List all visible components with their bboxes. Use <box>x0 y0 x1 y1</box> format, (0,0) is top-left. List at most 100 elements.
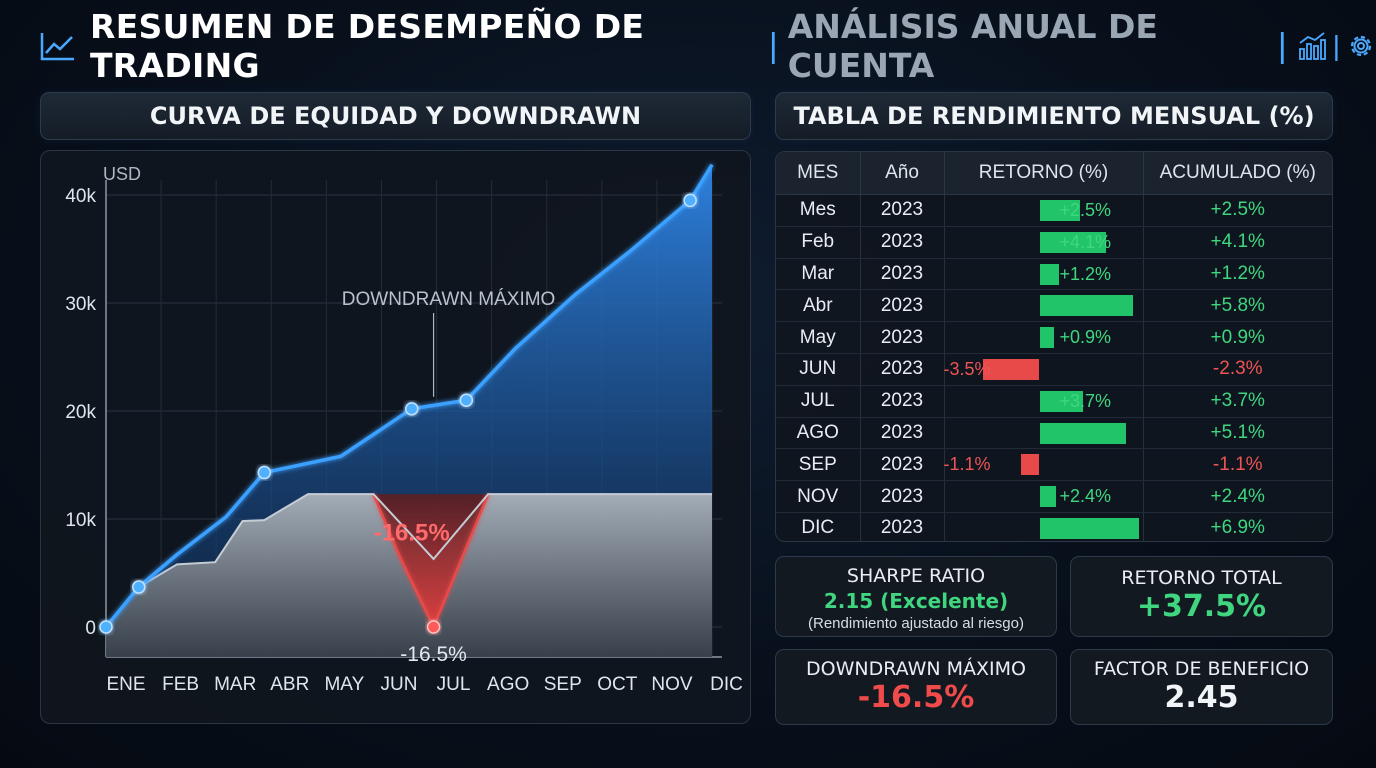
table-row: SEP 2023 -1.1% -1.1% <box>776 448 1332 482</box>
x-tick-label: FEB <box>162 674 199 695</box>
cell-retorno: -1.1% <box>943 448 1144 482</box>
return-label: +3.7% <box>1059 390 1112 411</box>
return-label: +2.5% <box>1059 200 1112 220</box>
header-retorno: RETORNO (%) <box>944 152 1144 195</box>
gear-icon[interactable] <box>1346 31 1376 61</box>
return-bar <box>1039 327 1054 349</box>
kpi-retorno-value: +37.5% <box>1136 589 1267 624</box>
page-title: RESUMEN DE DESEMPEÑO DE TRADING <box>90 7 645 85</box>
table-panel-title: TABLA DE RENDIMIENTO MENSUAL (%) <box>775 92 1333 140</box>
equity-drawdown-chart: 0 10k 20k 30k 40k USD ENE FEB MAR ABR MAY JUN JUL AGO… <box>65 163 743 695</box>
cell-mes: Abr <box>776 289 861 323</box>
x-tick-label: NOV <box>651 674 693 695</box>
icon-separator-2: | <box>1332 30 1340 61</box>
cell-mes: AGO <box>776 417 861 450</box>
line-chart-icon <box>40 31 76 61</box>
cell-acumulado: +3.7% <box>1143 385 1332 418</box>
kpi-factor-value: 2.45 <box>1164 680 1239 715</box>
cell-mes: Mar <box>776 258 861 291</box>
kpi-sharpe-value: 2.15 (Excelente) <box>823 589 1009 613</box>
return-label: -1.1% <box>943 454 991 475</box>
return-bar <box>1039 422 1126 444</box>
cell-retorno: +3.7% <box>944 385 1144 418</box>
cell-retorno: +4.1% <box>944 226 1144 259</box>
return-bar <box>982 358 1039 380</box>
cell-acumulado: +5.1% <box>1143 417 1332 450</box>
kpi-sharpe-ratio: SHARPE RATIO 2.15 (Excelente) (Rendimien… <box>775 556 1057 637</box>
cell-retorno: +0.9% <box>944 321 1144 354</box>
header-mes: MES <box>776 152 861 195</box>
x-tick-label: MAY <box>324 674 364 695</box>
table-row: Mes 2023 +2.5% +2.5% <box>776 194 1332 227</box>
table-row: JUL 2023 +3.7% +3.7% <box>776 385 1332 418</box>
bar-chart-icon[interactable] <box>1297 31 1327 61</box>
x-tick-label: AGO <box>487 674 529 695</box>
x-tick-label: JUL <box>437 674 471 695</box>
return-bar <box>1039 200 1080 221</box>
cell-retorno: +2.5% <box>944 194 1144 227</box>
cell-anio: 2023 <box>860 512 945 541</box>
kpi-drawdown-maximo: DOWNDRAWN MÁXIMO -16.5% <box>775 649 1057 725</box>
cell-mes: Feb <box>776 226 861 259</box>
cell-acumulado: +0.9% <box>1143 321 1332 354</box>
table-row: May 2023 +0.9% +0.9% <box>776 321 1332 354</box>
x-tick-label: SEP <box>544 674 582 695</box>
return-bar <box>1039 390 1083 412</box>
table-row: AGO 2023 +5.1% <box>776 417 1332 450</box>
cell-acumulado: +2.4% <box>1143 480 1332 513</box>
y-tick-label: 10k <box>65 510 96 531</box>
return-bar <box>1039 486 1056 508</box>
x-tick-label: DIC <box>710 674 743 695</box>
cell-anio: 2023 <box>860 321 945 354</box>
table-row: JUN 2023 -3.5% -2.3% <box>776 353 1332 386</box>
kpi-factor-beneficio: FACTOR DE BENEFICIO 2.45 <box>1070 649 1333 725</box>
cell-anio: 2023 <box>860 417 945 450</box>
cell-acumulado: +1.2% <box>1143 258 1332 291</box>
drawdown-line <box>372 493 490 631</box>
cell-retorno: +1.2% <box>944 258 1144 291</box>
cell-mes: NOV <box>776 480 861 513</box>
equity-point <box>257 465 272 480</box>
y-tick-label: 30k <box>65 294 96 315</box>
equity-point <box>459 393 474 407</box>
x-tick-label: ENE <box>106 674 145 695</box>
cell-retorno <box>944 512 1144 541</box>
x-tick-label: ABR <box>270 674 309 695</box>
kpi-factor-title: FACTOR DE BENEFICIO <box>1093 658 1310 680</box>
cell-acumulado: +5.8% <box>1143 289 1332 323</box>
return-label: -3.5% <box>943 358 991 379</box>
drawdown-trough-label: -16.5% <box>400 643 467 666</box>
table-row: DIC 2023 +6.9% <box>776 512 1332 541</box>
cell-acumulado: -2.3% <box>1143 353 1332 386</box>
return-label: +2.4% <box>1059 486 1112 507</box>
table-row: Abr 2023 +5.8% <box>776 289 1332 323</box>
table-row: Feb 2023 +4.1% +4.1% <box>776 226 1332 259</box>
cell-retorno <box>944 417 1144 450</box>
return-bar <box>1039 517 1139 539</box>
kpi-retorno-total: RETORNO TOTAL +37.5% <box>1070 556 1333 637</box>
cell-mes: JUL <box>776 385 861 418</box>
cell-mes: DIC <box>776 512 861 541</box>
drawdown-annotation: DOWNDRAWN MÁXIMO <box>342 289 556 310</box>
cell-anio: 2023 <box>860 258 945 291</box>
return-label: +1.2% <box>1059 263 1112 284</box>
return-bar <box>1020 454 1039 476</box>
return-bar <box>1039 263 1059 285</box>
chart-panel-title: CURVA DE EQUIDAD Y DOWNDRAWN <box>40 92 751 140</box>
cell-acumulado: +2.5% <box>1143 194 1332 227</box>
cell-anio: 2023 <box>860 289 945 323</box>
page-subtitle: ANÁLISIS ANUAL DE CUENTA <box>787 7 1158 85</box>
cell-retorno: +2.4% <box>944 480 1144 513</box>
y-tick-label: 0 <box>85 618 96 639</box>
equity-point <box>132 580 146 594</box>
cell-mes: SEP <box>776 448 861 482</box>
cell-anio: 2023 <box>860 480 945 513</box>
return-label: +0.9% <box>1059 327 1112 348</box>
y-tick-label: 20k <box>65 402 96 423</box>
table-row: NOV 2023 +2.4% +2.4% <box>776 480 1332 513</box>
cell-anio: 2023 <box>860 194 945 227</box>
page-header: RESUMEN DE DESEMPEÑO DE TRADING | ANÁLIS… <box>40 7 1376 85</box>
cell-acumulado: +6.9% <box>1143 512 1332 541</box>
cell-anio: 2023 <box>860 448 945 482</box>
y-axis-label: USD <box>103 164 141 184</box>
